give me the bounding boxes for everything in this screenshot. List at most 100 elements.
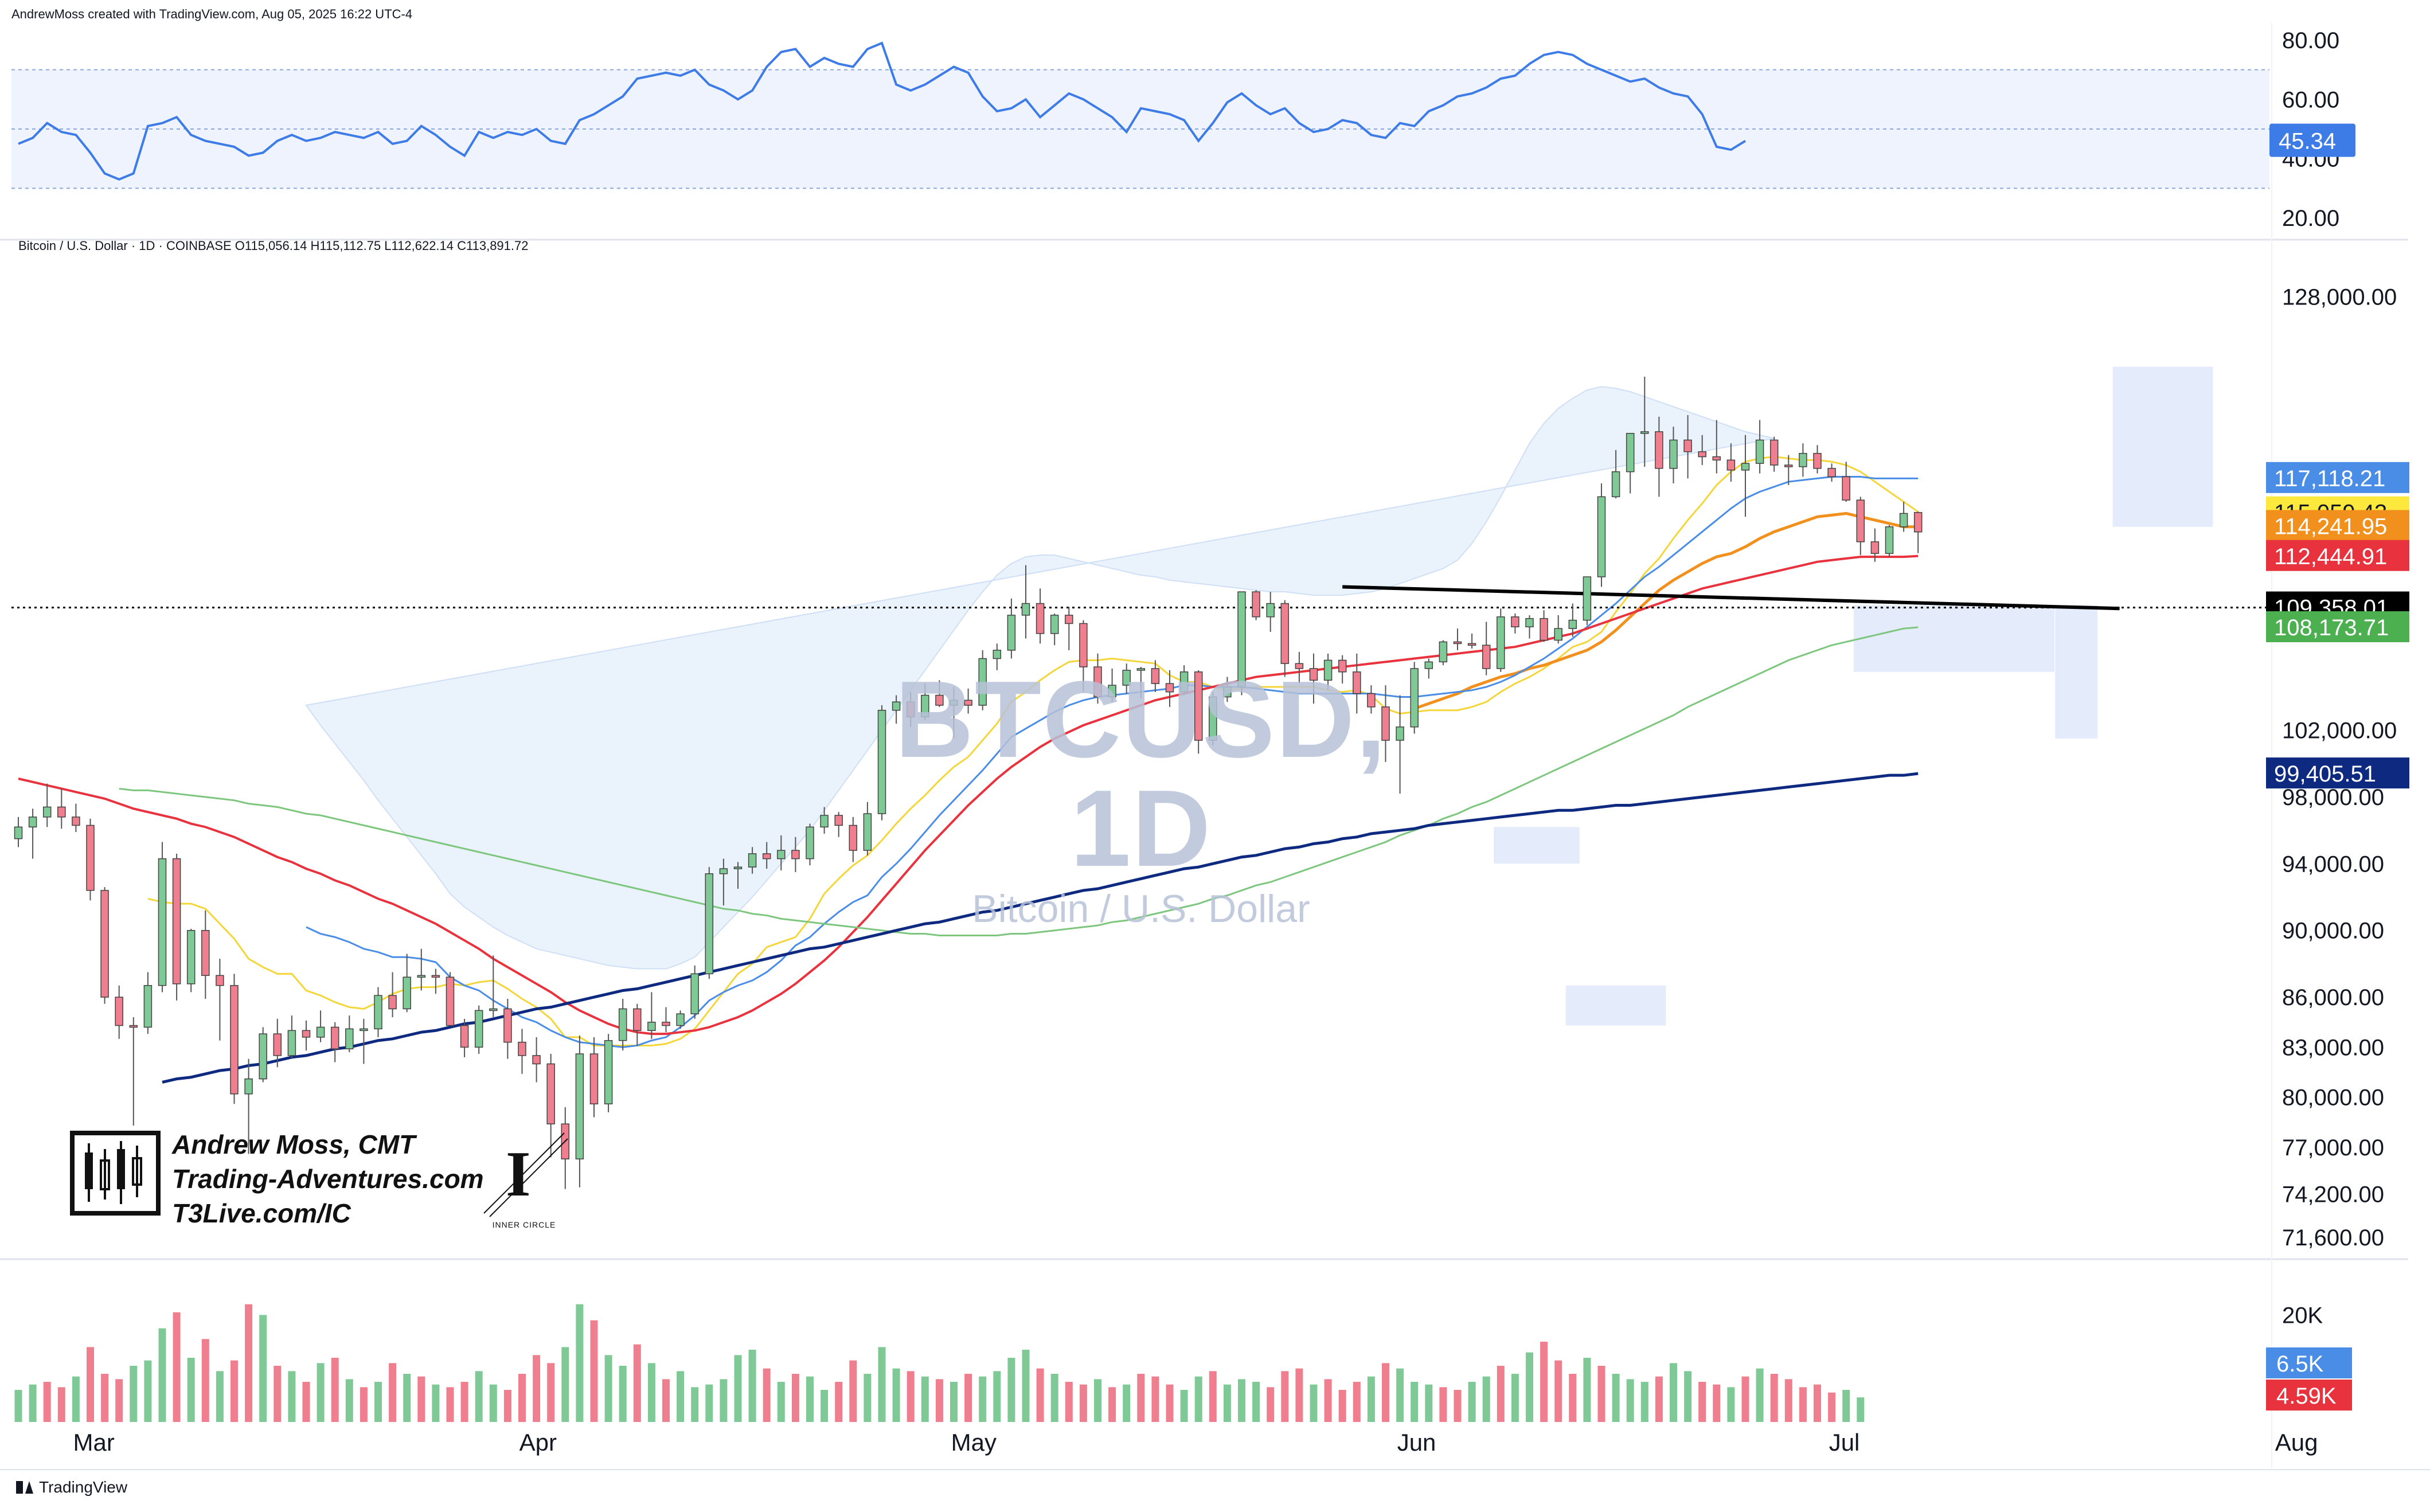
candle-body xyxy=(1280,603,1290,665)
volume-bar xyxy=(1425,1384,1433,1422)
candle-body xyxy=(14,826,23,839)
volume-bar xyxy=(1655,1376,1663,1422)
volume-bar xyxy=(1209,1371,1217,1422)
candle-body xyxy=(100,890,109,998)
candle-body xyxy=(950,700,958,706)
time-axis-label: Jul xyxy=(1829,1429,1860,1456)
volume-bar xyxy=(1396,1368,1404,1422)
price-tag xyxy=(2266,611,2409,643)
volume-bar xyxy=(590,1320,598,1422)
candle-body xyxy=(733,866,743,869)
candle-body xyxy=(72,816,80,826)
volume-bar xyxy=(979,1376,987,1422)
candle-body xyxy=(503,1008,512,1043)
candle-body xyxy=(1309,668,1318,681)
attribution-text: AndrewMoss created with TradingView.com,… xyxy=(11,7,413,21)
volume-bar xyxy=(1324,1379,1332,1422)
volume-bar xyxy=(1828,1392,1836,1422)
time-axis-label: Mar xyxy=(73,1429,115,1456)
candle-body xyxy=(1726,459,1736,471)
candle-body xyxy=(1655,431,1663,469)
volume-bar xyxy=(691,1387,699,1422)
volume-tag-label: 6.5K xyxy=(2276,1351,2324,1377)
price-tag-label: 117,118.21 xyxy=(2274,466,2385,491)
signature-text: Andrew Moss, CMT Trading-Adventures.com … xyxy=(172,1127,484,1230)
volume-bar xyxy=(274,1366,282,1422)
candle-body xyxy=(1640,431,1649,434)
tradingview-brand[interactable]: TradingView xyxy=(16,1478,127,1497)
volume-tag-label: 4.59K xyxy=(2276,1384,2337,1409)
candle-body xyxy=(1050,615,1059,634)
candle-body xyxy=(532,1055,541,1065)
volume-bar xyxy=(1454,1390,1462,1422)
candle-body xyxy=(216,975,224,986)
volume-bar xyxy=(187,1358,195,1422)
candle-body xyxy=(1007,615,1016,651)
candle-body xyxy=(705,873,714,975)
candle-body xyxy=(259,1033,267,1080)
sma100-line xyxy=(119,626,1919,936)
price-tick-label: 90,000.00 xyxy=(2282,919,2384,944)
volume-bar xyxy=(460,1382,468,1422)
candle-body xyxy=(129,1025,138,1028)
volume-bar xyxy=(417,1376,425,1422)
candle-body xyxy=(1223,686,1232,698)
time-axis-label: Aug xyxy=(2275,1429,2318,1456)
volume-bar xyxy=(1842,1390,1850,1422)
candle-body xyxy=(1151,668,1160,684)
volume-bar xyxy=(907,1371,915,1422)
candle-body xyxy=(863,813,872,851)
watermark-name: Bitcoin / U.S. Dollar xyxy=(972,887,1310,931)
candle-body xyxy=(1209,696,1217,741)
volume-bar xyxy=(1238,1379,1245,1422)
candle-body xyxy=(777,850,786,859)
candle-body xyxy=(1381,706,1390,741)
candle-body xyxy=(690,973,699,1014)
candle-body xyxy=(374,995,382,1030)
volume-bar xyxy=(964,1374,972,1422)
volume-bar xyxy=(403,1374,411,1422)
volume-bar xyxy=(1295,1368,1303,1422)
volume-bar xyxy=(432,1384,440,1422)
candle-body xyxy=(935,694,944,706)
candle-body xyxy=(604,1040,613,1105)
symbol-info-legend[interactable]: Bitcoin / U.S. Dollar · 1D · COINBASE O1… xyxy=(18,239,529,253)
candle-body xyxy=(834,815,843,826)
rsi-tick-label: 80.00 xyxy=(2282,28,2339,53)
volume-bar xyxy=(1597,1366,1605,1422)
volume-bar xyxy=(1353,1382,1361,1422)
volume-bar xyxy=(935,1379,943,1422)
volume-bar xyxy=(1468,1382,1476,1422)
volume-bar xyxy=(1684,1371,1692,1422)
candle-body xyxy=(1036,603,1045,634)
candle-body xyxy=(791,850,800,859)
candle-body xyxy=(892,701,901,711)
price-tick-label: 94,000.00 xyxy=(2282,851,2384,877)
volume-bar xyxy=(533,1355,541,1422)
candle-body xyxy=(86,825,95,891)
volume-bar xyxy=(331,1358,339,1422)
volume-pane: 20K 6.5K 4.59K xyxy=(14,1303,2352,1422)
candle-body xyxy=(1467,643,1476,646)
price-tick-label: 77,000.00 xyxy=(2282,1135,2384,1161)
volume-bar xyxy=(1698,1382,1706,1422)
candle-body xyxy=(647,1021,656,1032)
price-tick-label: 128,000.00 xyxy=(2282,284,2397,310)
candle-body xyxy=(330,1026,339,1050)
price-tick-label: 71,600.00 xyxy=(2282,1225,2384,1251)
candle-body xyxy=(1482,644,1491,669)
volume-bar xyxy=(43,1382,51,1422)
volume-bar xyxy=(1741,1376,1749,1422)
candle-body xyxy=(633,1008,642,1032)
candle-body xyxy=(230,984,239,1095)
signature-affiliation: T3Live.com/IC xyxy=(172,1198,351,1228)
volume-bar xyxy=(662,1379,670,1422)
candle-body xyxy=(1698,451,1706,458)
candle-body xyxy=(316,1026,325,1038)
volume-bar xyxy=(57,1387,65,1422)
candle-body xyxy=(1683,439,1692,452)
candle-body xyxy=(186,929,196,984)
candle-body xyxy=(1799,452,1807,467)
